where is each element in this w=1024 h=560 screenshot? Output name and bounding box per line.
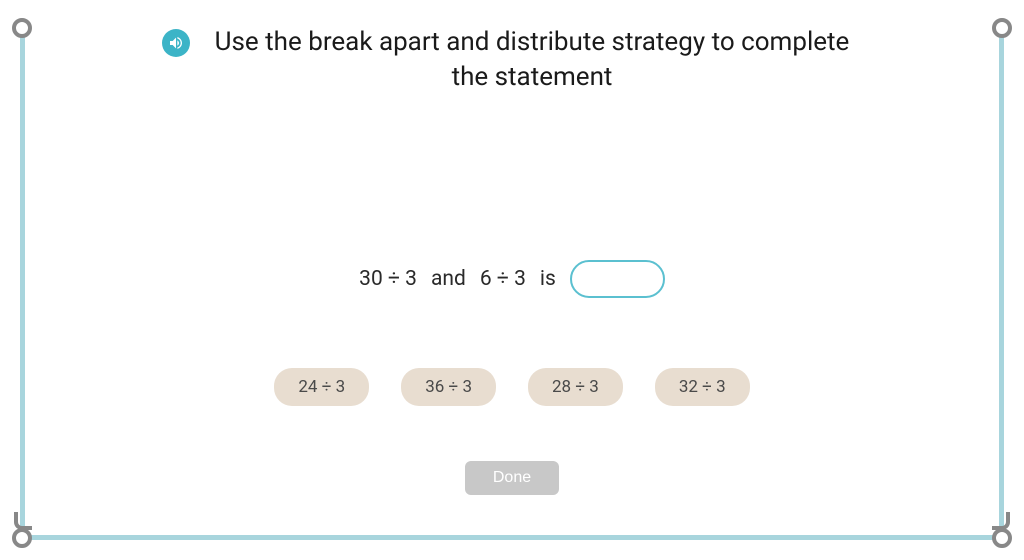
frame-left xyxy=(20,30,25,530)
corner-ring-bl xyxy=(12,528,32,548)
equation-connector: and xyxy=(431,267,466,291)
frame-bottom xyxy=(30,535,994,540)
option-4[interactable]: 32 ÷ 3 xyxy=(655,368,750,406)
corner-bracket-br xyxy=(992,512,1010,530)
question-title: Use the break apart and distribute strat… xyxy=(202,25,862,95)
corner-bracket-bl xyxy=(14,512,32,530)
done-button[interactable]: Done xyxy=(465,461,559,495)
speaker-icon xyxy=(168,35,184,51)
corner-ring-tl xyxy=(12,18,32,38)
equation-right: 6 ÷ 3 xyxy=(480,267,526,291)
corner-ring-tr xyxy=(992,18,1012,38)
option-3[interactable]: 28 ÷ 3 xyxy=(528,368,623,406)
option-1[interactable]: 24 ÷ 3 xyxy=(274,368,369,406)
audio-button[interactable] xyxy=(162,29,190,57)
option-2[interactable]: 36 ÷ 3 xyxy=(401,368,496,406)
equation-left: 30 ÷ 3 xyxy=(359,267,417,291)
question-header: Use the break apart and distribute strat… xyxy=(162,25,862,95)
answer-drop-slot[interactable] xyxy=(570,260,665,298)
frame-right xyxy=(999,30,1004,530)
corner-ring-br xyxy=(992,528,1012,548)
equation-suffix: is xyxy=(540,267,556,291)
content-area: Use the break apart and distribute strat… xyxy=(50,25,974,510)
answer-options: 24 ÷ 3 36 ÷ 3 28 ÷ 3 32 ÷ 3 xyxy=(274,368,749,406)
equation-statement: 30 ÷ 3 and 6 ÷ 3 is xyxy=(359,260,665,298)
